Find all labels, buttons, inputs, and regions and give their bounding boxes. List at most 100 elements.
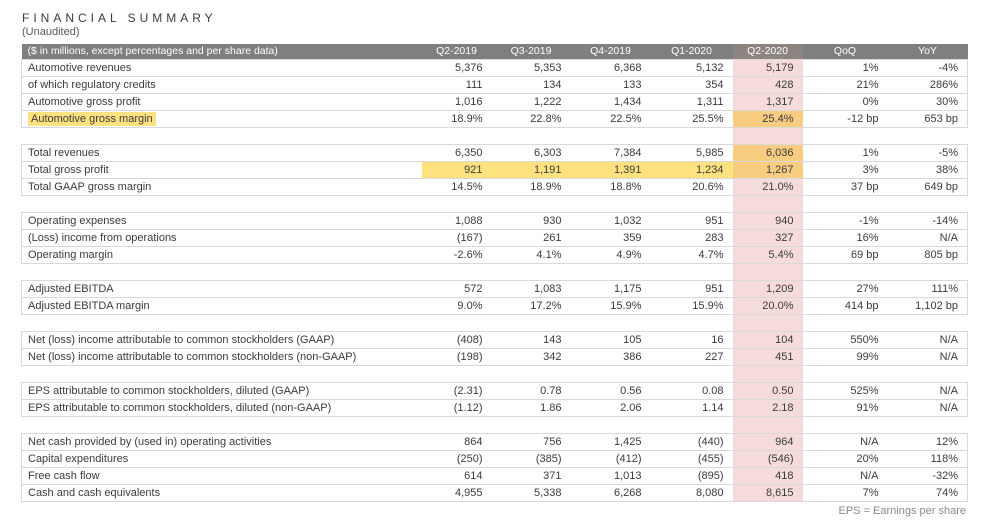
data-cell: 69 bp [802,245,888,264]
table-header-row: ($ in millions, except percentages and p… [21,44,968,59]
spacer-cell [803,365,888,382]
table-row: Automotive gross profit 1,016 1,222 1,434 1,… [21,92,968,111]
data-cell: 134 [491,75,571,94]
page-subtitle: (Unaudited) [22,26,80,38]
spacer-cell [803,416,888,433]
data-cell: 18.8% [570,177,651,196]
spacer-cell [732,127,803,144]
data-cell: 12% [887,432,968,451]
data-cell: N/A [887,381,968,400]
data-cell: 1,191 [491,160,571,179]
spacer-cell [571,416,651,433]
data-cell: 16 [650,330,733,349]
row-label: Capital expenditures [21,449,422,468]
row-label: Automotive revenues [21,58,422,77]
data-cell: N/A [802,466,888,485]
highlighted-row-label: Automotive gross margin [28,111,156,126]
data-cell: 940 [732,211,803,230]
data-cell: 9.0% [421,296,492,315]
spacer-cell [422,365,492,382]
data-cell: 359 [570,228,651,247]
spacer-cell [803,314,888,331]
data-cell: 18.9% [421,109,492,128]
data-cell: 4.7% [650,245,733,264]
data-cell: 930 [491,211,571,230]
data-cell: (385) [491,449,571,468]
data-cell: 756 [491,432,571,451]
eps-footnote: EPS = Earnings per share [838,505,967,517]
data-cell: (408) [421,330,492,349]
data-cell: 649 bp [887,177,968,196]
header-cell: Q3-2019 [491,44,571,59]
header-cell: Q2-2020 [732,44,803,59]
data-cell: 5.4% [732,245,803,264]
spacer-cell [22,127,422,144]
data-cell: 91% [802,398,888,417]
data-cell: 104 [732,330,803,349]
header-cell: Q1-2020 [650,44,733,59]
data-cell: 8,080 [650,483,733,502]
table-row: (Loss) income from operations (167) 261 359… [21,228,968,247]
data-cell: 0.50 [732,381,803,400]
table-row: Cash and cash equivalents 4,955 5,338 6,268… [21,483,968,502]
data-cell: 14.5% [421,177,492,196]
data-cell: 21% [802,75,888,94]
data-cell: N/A [887,347,968,366]
data-cell: -1% [802,211,888,230]
header-cell: Q4-2019 [570,44,651,59]
data-cell: 414 bp [802,296,888,315]
data-cell: 22.8% [491,109,571,128]
data-cell: 6,268 [570,483,651,502]
table-row: Operating expenses 1,088 930 1,032 951 940 -1%… [21,211,968,230]
spacer-cell [888,365,968,382]
data-cell: 1,175 [570,279,651,298]
row-label: Net (loss) income attributable to common… [21,330,422,349]
data-cell: 0.56 [570,381,651,400]
data-cell: 418 [732,466,803,485]
table-body: Automotive revenues 5,376 5,353 6,368 5,132 5… [21,58,968,502]
spacer-cell [888,263,968,280]
row-label: EPS attributable to common stockholders,… [21,381,422,400]
data-cell: N/A [887,398,968,417]
data-cell: 21.0% [732,177,803,196]
data-cell: 5,132 [650,58,733,77]
spacer-cell [22,314,422,331]
data-cell: 118% [887,449,968,468]
spacer-cell [651,314,733,331]
spacer-cell [422,416,492,433]
data-cell: 1,013 [570,466,651,485]
spacer-cell [732,195,803,212]
table-row: Total gross profit 921 1,191 1,391 1,234 1,26… [21,160,968,179]
data-cell: 4,955 [421,483,492,502]
data-cell: 227 [650,347,733,366]
row-label: Net (loss) income attributable to common… [21,347,422,366]
data-cell: 1,083 [491,279,571,298]
spacer-cell [571,365,651,382]
spacer-cell [888,416,968,433]
data-cell: 105 [570,330,651,349]
data-cell: 133 [570,75,651,94]
header-cell: YoY [887,44,968,59]
spacer-cell [571,263,651,280]
data-cell: 653 bp [887,109,968,128]
data-cell: 143 [491,330,571,349]
data-cell: 0.08 [650,381,733,400]
data-cell: 17.2% [491,296,571,315]
spacer-cell [732,263,803,280]
data-cell: 428 [732,75,803,94]
data-cell: 99% [802,347,888,366]
data-cell: -14% [887,211,968,230]
data-cell: 1,317 [732,92,803,111]
spacer-row [22,416,968,433]
data-cell: (546) [732,449,803,468]
data-cell: 286% [887,75,968,94]
spacer-cell [803,127,888,144]
table-row: Automotive gross margin 18.9% 22.8% 22.5% 25… [21,109,968,128]
data-cell: 1,032 [570,211,651,230]
spacer-cell [422,263,492,280]
data-cell: 111% [887,279,968,298]
table-row: EPS attributable to common stockholders,… [21,381,968,400]
data-cell: -32% [887,466,968,485]
data-cell: 6,303 [491,143,571,162]
spacer-cell [732,416,803,433]
